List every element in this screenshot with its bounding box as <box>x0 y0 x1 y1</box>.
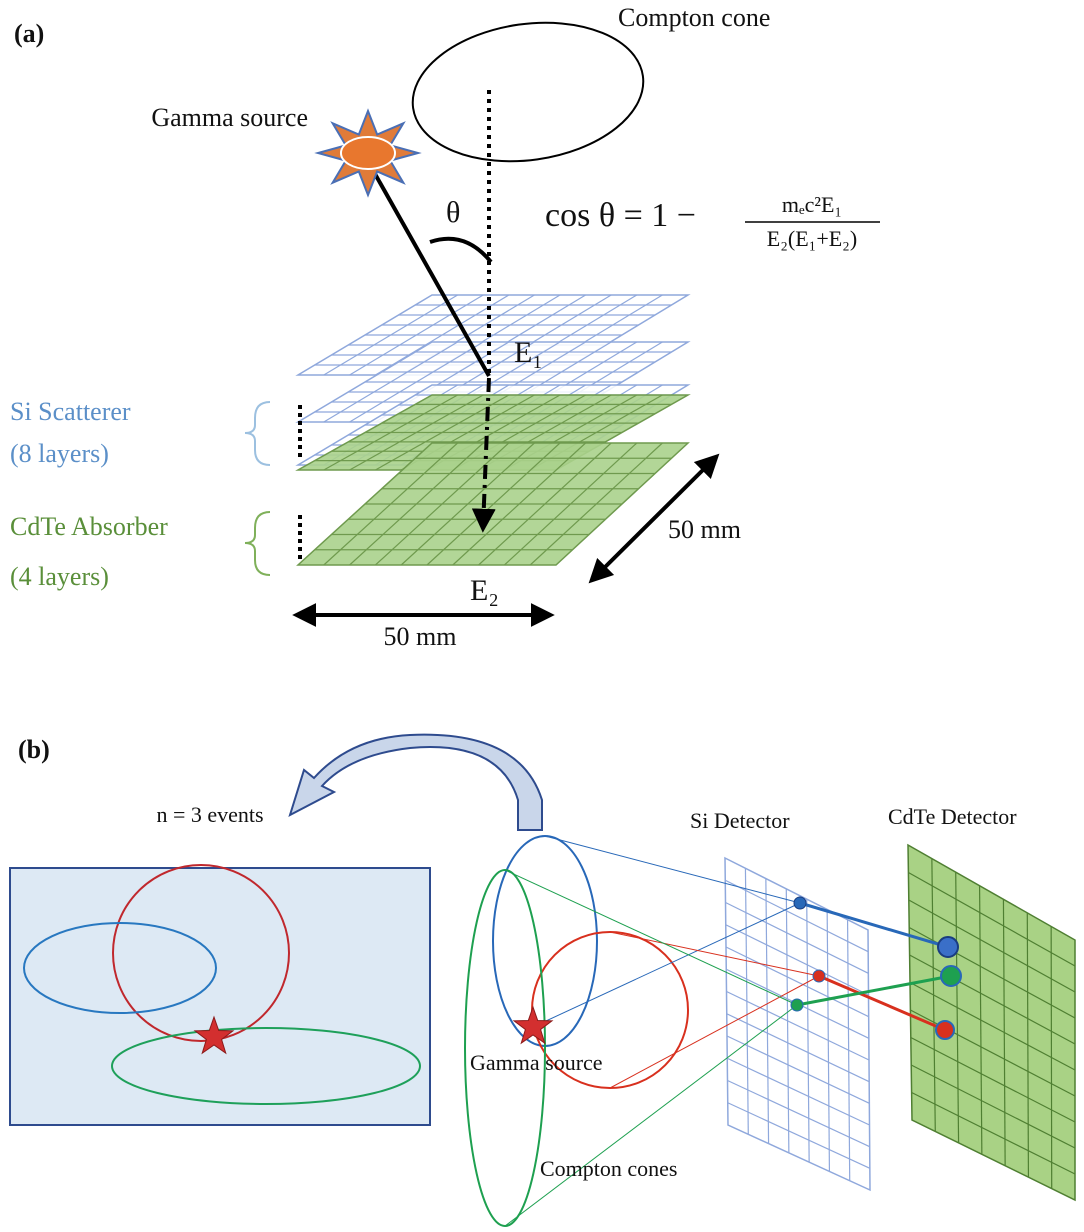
angle-arc <box>430 239 491 262</box>
gamma-source-label: Gamma source <box>470 1050 603 1075</box>
compton-cones-label: Compton cones <box>540 1156 678 1181</box>
panel-label: (a) <box>14 19 44 48</box>
hit <box>941 966 961 986</box>
formula-denominator: E₂(E₁+E₂) <box>767 226 857 251</box>
brace <box>245 512 270 575</box>
brace <box>245 402 270 465</box>
si-label: (8 layers) <box>10 439 109 468</box>
hit <box>813 970 825 982</box>
si-label: Si Scatterer <box>10 397 131 426</box>
source-star <box>514 1007 552 1043</box>
theta-label: θ <box>446 196 460 229</box>
width-label: 50 mm <box>384 622 457 651</box>
hit <box>794 897 806 909</box>
hit <box>936 1021 954 1039</box>
figure: (a) Compton cone θ Gamma source cos θ = … <box>0 0 1084 1232</box>
curved-arrow <box>290 735 542 830</box>
formula-lhs: cos θ = 1 − <box>545 197 696 234</box>
compton-cone <box>465 870 545 1226</box>
si-detector-label: Si Detector <box>690 808 790 833</box>
gamma-source-label: Gamma source <box>151 103 308 132</box>
hit <box>791 999 803 1011</box>
formula-numerator: mₑc²E₁ <box>782 192 842 217</box>
cdte-label: (4 layers) <box>10 562 109 591</box>
cdte-detector-label: CdTe Detector <box>888 804 1017 829</box>
e1-label: E₁ <box>514 336 543 369</box>
hit <box>938 937 958 957</box>
compton-cone-label: Compton cone <box>618 3 770 32</box>
detector-panels <box>725 845 1075 1200</box>
compton-cone <box>404 9 653 176</box>
panel-label: (b) <box>18 735 50 764</box>
image-plane <box>10 868 430 1125</box>
events-label: n = 3 events <box>156 802 263 827</box>
detector-layers <box>298 295 688 565</box>
e2-label: E₂ <box>470 574 499 607</box>
cdte-label: CdTe Absorber <box>10 512 168 541</box>
depth-label: 50 mm <box>668 515 741 544</box>
gamma-source-core <box>341 137 395 169</box>
